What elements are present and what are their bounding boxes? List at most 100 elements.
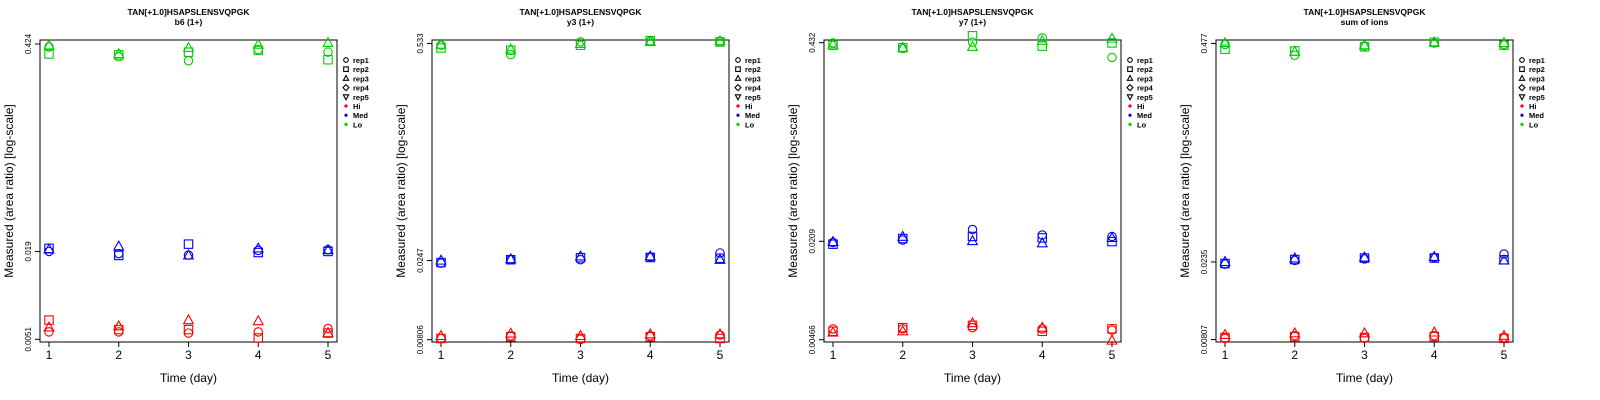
data-point: [1220, 44, 1230, 55]
data-point: [1499, 249, 1509, 259]
x-tick-label: 2: [115, 348, 122, 362]
data-point: [1107, 52, 1117, 63]
data-point: [966, 316, 979, 328]
legend-marker: [736, 113, 740, 117]
x-tick-label: 3: [577, 348, 584, 362]
x-axis-label: Time (day): [552, 371, 609, 385]
data-point: [44, 49, 54, 59]
chart-subtitle: sum of ions: [1341, 17, 1389, 27]
legend-label: Hi: [1529, 102, 1537, 111]
legend-marker: [1519, 66, 1525, 73]
data-point: [182, 313, 195, 325]
y-tick-label: 0.0051: [24, 327, 33, 352]
legend-label: rep1: [745, 56, 761, 65]
x-tick-label: 2: [507, 348, 514, 362]
data-point: [112, 239, 125, 251]
legend-label: rep3: [745, 74, 761, 83]
data-point: [574, 329, 587, 341]
data-point: [1037, 233, 1048, 243]
data-point: [43, 242, 55, 254]
data-point: [1428, 326, 1441, 337]
data-point: [896, 324, 909, 336]
data-point: [1498, 329, 1510, 340]
x-tick-label: 1: [1222, 348, 1229, 362]
data-point: [896, 41, 909, 52]
legend-marker: [1518, 83, 1526, 92]
data-point: [44, 315, 54, 325]
legend-marker: [343, 66, 349, 73]
data-point: [1429, 331, 1440, 342]
data-point: [966, 40, 979, 52]
legend-label: rep2: [745, 65, 761, 74]
legend-marker: [1128, 113, 1132, 117]
legend-marker: [344, 122, 348, 126]
data-point: [827, 326, 839, 337]
x-tick-label: 3: [969, 348, 976, 362]
data-point: [714, 34, 726, 46]
data-point: [714, 253, 726, 264]
legend-label: Lo: [1137, 120, 1147, 129]
x-tick-label: 5: [1501, 348, 1508, 362]
y-tick-label: 0.0247: [416, 248, 425, 273]
data-point: [1219, 255, 1231, 267]
data-point: [1107, 324, 1117, 334]
legend-label: rep2: [1137, 65, 1153, 74]
data-point: [112, 47, 125, 59]
y-tick-label: 0.477: [1200, 33, 1209, 54]
legend-label: Hi: [353, 102, 361, 111]
legend-marker: [1127, 57, 1133, 63]
data-point: [506, 254, 516, 265]
data-point: [322, 326, 334, 338]
chart-subtitle: y3 (1+): [567, 17, 594, 27]
x-tick-label: 4: [255, 348, 262, 362]
data-point: [114, 327, 124, 337]
legend-marker: [1128, 104, 1132, 108]
series-hi: [435, 327, 726, 345]
legend-label: rep3: [1137, 74, 1153, 83]
data-point: [967, 231, 978, 242]
data-point: [1219, 36, 1231, 48]
data-point: [1358, 251, 1371, 262]
legend-label: Hi: [1137, 102, 1145, 111]
y-axis-label: Measured (area ratio) [log-scale]: [2, 104, 16, 277]
data-point: [1498, 36, 1510, 48]
series-med: [827, 224, 1118, 249]
y-tick-label: 0.0209: [808, 229, 817, 254]
legend-label: Lo: [1529, 120, 1539, 129]
data-point: [322, 243, 334, 255]
legend-marker: [344, 104, 348, 108]
legend-label: rep3: [1529, 74, 1545, 83]
legend-marker: [734, 94, 742, 101]
data-point: [252, 241, 265, 253]
data-point: [1106, 231, 1118, 243]
legend-label: Lo: [745, 120, 755, 129]
legend-label: Lo: [353, 120, 363, 129]
x-tick-label: 2: [899, 348, 906, 362]
data-point: [898, 322, 908, 333]
data-point: [644, 327, 657, 339]
data-point: [714, 327, 726, 339]
plot-frame: [431, 39, 730, 343]
y-tick-label: 0.533: [416, 33, 425, 54]
series-lo: [1219, 35, 1510, 61]
legend-marker: [734, 83, 742, 92]
y-tick-label: 0.432: [808, 32, 817, 53]
chart-title: TAN[+1.0]HSAPSLENSVQPGK: [1304, 7, 1427, 17]
legend-marker: [736, 122, 740, 126]
series-med: [435, 248, 726, 268]
x-tick-label: 1: [438, 348, 445, 362]
data-point: [1288, 326, 1301, 338]
data-point: [114, 248, 124, 259]
legend-marker: [735, 57, 741, 63]
data-point: [1358, 38, 1371, 50]
data-point: [1428, 250, 1441, 261]
data-point: [645, 252, 656, 263]
legend-label: Hi: [745, 102, 753, 111]
data-point: [715, 37, 725, 47]
legend-marker: [1518, 94, 1526, 101]
